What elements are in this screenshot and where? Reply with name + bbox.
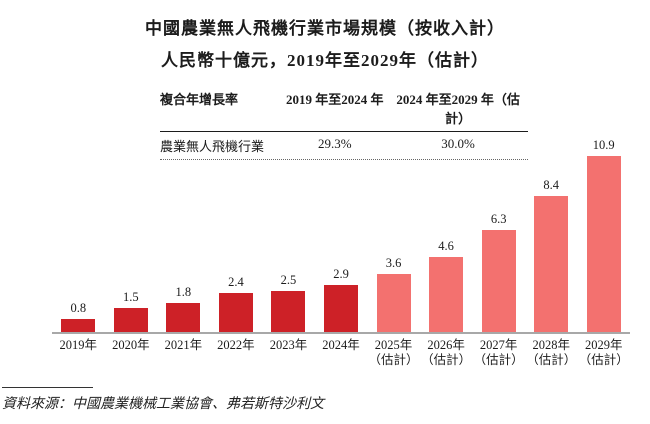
bar-value-label: 2.5 [280,273,297,287]
bar-actual [166,303,201,332]
x-axis-label-2019年: 2019年 [52,338,105,368]
x-axis-label-year: 2019年 [59,338,98,352]
x-axis-label-2022年: 2022年 [210,338,263,368]
x-axis-label-2020年: 2020年 [105,338,158,368]
x-axis-label-estimate: （估計） [578,353,629,367]
x-axis-line [52,332,630,334]
x-axis-label-year: 2025年 [374,338,413,352]
bar-group-2028年: 8.4 [525,138,578,332]
cagr-table-header-row: 複合年增長率 2019 年至2024 年 2024 年至2029 年（估計） [160,89,528,132]
bar-actual [61,319,96,332]
bar-value-label: 0.8 [70,301,87,315]
cagr-header-metric: 複合年增長率 [160,92,239,107]
x-axis-label-year: 2021年 [164,338,203,352]
x-axis-label-2026年: 2026年 （估計） [420,338,473,368]
x-axis-labels: 2019年 2020年 2021年 2022年 2023年 2024年 2025年 （估計） 2… [52,338,630,368]
bar-group-2019年: 0.8 [52,138,105,332]
bar-value-label: 6.3 [490,212,507,226]
bar-value-label: 3.6 [385,256,402,270]
x-axis-label-year: 2024年 [322,338,360,352]
bar-group-2020年: 1.5 [105,138,158,332]
cagr-row-label: 農業無人飛機行業 [160,139,265,154]
x-axis-label-2028年: 2028年 （估計） [525,338,578,368]
x-axis-label-2027年: 2027年 （估計） [472,338,525,368]
x-axis-label-year: 2027年 [479,338,518,352]
bar-value-label: 8.4 [543,178,559,192]
x-axis-label-estimate: （估計） [526,353,577,367]
bar-group-2023年: 2.5 [262,138,315,332]
bar-estimate [376,274,411,332]
bar-group-2022年: 2.4 [210,138,263,332]
bar-value-label: 1.8 [175,285,192,299]
x-axis-label-2025年: 2025年 （估計） [367,338,420,368]
x-axis-label-2029年: 2029年 （估計） [577,338,630,368]
x-axis-label-year: 2029年 [584,338,623,352]
bar-estimate [534,196,569,332]
bar-group-2021年: 1.8 [157,138,210,332]
x-axis-label-year: 2022年 [217,338,255,352]
x-axis-label-year: 2023年 [269,338,308,352]
bar-estimate [429,257,464,332]
bar-chart: 0.8 1.5 1.8 2.4 2.5 2.9 3.6 4.6 6.3 8.4 10.9 [52,138,630,332]
x-axis-label-2021年: 2021年 [157,338,210,368]
cagr-value-2024-2029: 30.0% [441,136,475,151]
bar-value-label: 10.9 [592,138,615,152]
x-axis-label-estimate: （估計） [473,353,524,367]
bar-actual [271,291,306,332]
x-axis-label-estimate: （估計） [368,353,419,367]
chart-subtitle: 人民幣十億元，2019年至2029年（估計） [161,51,489,70]
bar-value-label: 2.4 [228,275,244,289]
bar-actual [218,293,253,332]
bar-value-label: 1.5 [123,290,139,304]
cagr-value-2019-2024: 29.3% [318,136,352,151]
cagr-header-period-1: 2019 年至2024 年 [286,92,384,107]
bar-group-2024年: 2.9 [315,138,368,332]
x-axis-label-year: 2026年 [427,338,465,352]
cagr-header-period-2: 2024 年至2029 年（估計） [396,92,520,126]
source-divider [2,387,93,388]
source-note: 資料來源：中國農業機械工業協會、弗若斯特沙利文 [2,397,324,412]
cagr-table: 複合年增長率 2019 年至2024 年 2024 年至2029 年（估計） 農… [160,89,528,160]
x-axis-label-2024年: 2024年 [315,338,368,368]
cagr-table-data-row: 農業無人飛機行業 29.3% 30.0% [160,132,528,160]
x-axis-label-year: 2028年 [532,338,570,352]
x-axis-label-year: 2020年 [112,338,150,352]
bar-actual [113,308,148,332]
bar-estimate [586,156,621,332]
bar-group-2027年: 6.3 [472,138,525,332]
bar-group-2025年: 3.6 [367,138,420,332]
chart-title-block: 中國農業無人飛機行業市場規模（按收入計） 人民幣十億元，2019年至2029年（… [0,16,650,74]
bar-value-label: 4.6 [438,239,454,253]
bar-group-2029年: 10.9 [577,138,630,332]
chart-title: 中國農業無人飛機行業市場規模（按收入計） [145,19,505,38]
bar-value-label: 2.9 [333,267,349,281]
x-axis-label-estimate: （估計） [421,353,472,367]
bar-actual [324,285,358,332]
bar-estimate [481,230,516,332]
x-axis-label-2023年: 2023年 [262,338,315,368]
bar-group-2026年: 4.6 [420,138,473,332]
